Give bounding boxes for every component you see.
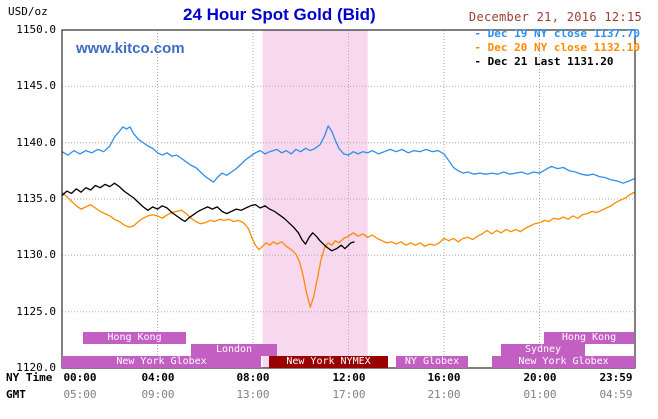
y-tick-label: 1125.0 [16, 305, 56, 318]
x-axis-ny-tick-labels: 00:00 04:00 08:00 12:00 16:00 20:00 23:59 [0, 372, 658, 385]
legend-text: Dec 21 Last 1131.20 [481, 55, 614, 68]
x-tick-gmt-time: 05:00 [63, 388, 97, 401]
y-tick-label: 1120.0 [16, 361, 56, 374]
x-tick-gmt-time: 04:59 [599, 388, 633, 401]
legend-marker: - [474, 55, 482, 68]
y-tick-label: 1150.0 [16, 23, 56, 36]
y-axis-tick-labels: 1150.0 1145.0 1140.0 1135.0 1130.0 1125.0 1120… [0, 0, 58, 419]
y-axis-unit-label: USD/oz [8, 5, 48, 18]
chart-datetime: December 21, 2016 12:15 [468, 10, 642, 24]
y-tick-label: 1145.0 [16, 79, 56, 92]
x-tick-ny-time: 16:00 [427, 371, 461, 384]
x-tick-ny-time: 00:00 [63, 371, 97, 384]
price-line-dec21 [61, 182, 355, 252]
x-axis-row-label-ny-time: NY Time [6, 371, 53, 384]
legend-item: - Dec 19 NY close 1137.70 [474, 27, 640, 41]
x-tick-gmt-time: 01:00 [523, 388, 557, 401]
x-tick-ny-time: 08:00 [236, 371, 270, 384]
x-tick-gmt-time: 09:00 [141, 388, 175, 401]
x-tick-ny-time: 20:00 [523, 371, 557, 384]
x-tick-gmt-time: 17:00 [332, 388, 366, 401]
legend-item: - Dec 20 NY close 1132.10 [474, 41, 640, 55]
x-tick-ny-time: 04:00 [141, 371, 175, 384]
y-tick-label: 1140.0 [16, 136, 56, 149]
kitco-watermark: www.kitco.com [76, 40, 185, 57]
x-tick-gmt-time: 13:00 [236, 388, 270, 401]
legend-item: - Dec 21 Last 1131.20 [474, 55, 640, 69]
legend-marker: - [474, 27, 482, 40]
x-tick-ny-time: 12:00 [332, 371, 366, 384]
plot-border [61, 29, 636, 369]
chart-title: 24 Hour Spot Gold (Bid) [183, 5, 376, 24]
x-tick-gmt-time: 21:00 [427, 388, 461, 401]
price-line-dec19 [61, 125, 635, 184]
x-axis-row-label-gmt: GMT [6, 388, 26, 401]
x-tick-ny-time: 23:59 [599, 371, 633, 384]
x-axis-gmt-tick-labels: 05:00 09:00 13:00 17:00 21:00 01:00 04:59 [0, 389, 658, 402]
y-tick-label: 1130.0 [16, 248, 56, 261]
y-tick-label: 1135.0 [16, 192, 56, 205]
legend-text: Dec 19 NY close 1137.70 [481, 27, 640, 40]
legend-text: Dec 20 NY close 1132.10 [481, 41, 640, 54]
chart-legend: - Dec 19 NY close 1137.70- Dec 20 NY clo… [474, 27, 640, 69]
price-line-dec20 [61, 191, 635, 308]
legend-marker: - [474, 41, 482, 54]
